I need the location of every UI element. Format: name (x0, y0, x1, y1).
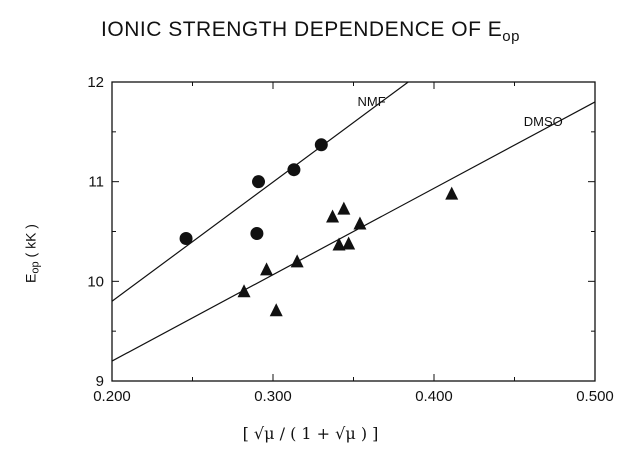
dmso-fit-line (111, 101, 596, 362)
nmf-fit-line (111, 81, 409, 302)
x-tick-label: 0.400 (415, 388, 453, 405)
x-tick-label: 0.300 (254, 388, 292, 405)
dmso-data-point (353, 216, 367, 230)
dmso-data-point (290, 254, 304, 268)
dmso-data-point (337, 201, 351, 215)
dmso-data-point (269, 303, 283, 317)
chart-title: IONIC STRENGTH DEPENDENCE OF Eop (0, 18, 621, 45)
dmso-data-point (332, 237, 346, 251)
dmso-data-point (342, 236, 356, 250)
nmf-data-point (252, 175, 266, 189)
y-tick-label: 12 (87, 74, 104, 91)
chart-title-subscript: op (502, 28, 520, 45)
dmso-data-point (260, 262, 274, 276)
dmso-data-point (237, 284, 251, 298)
x-tick-label: 0.500 (576, 388, 614, 405)
dmso-data-point (445, 186, 459, 200)
y-tick-label: 11 (88, 174, 104, 191)
nmf-series-label: NMF (358, 94, 386, 109)
nmf-data-point (287, 163, 301, 177)
dmso-series-label: DMSO (524, 114, 563, 129)
x-tick-label: 0.200 (93, 388, 131, 405)
chart-title-main: IONIC STRENGTH DEPENDENCE OF E (101, 18, 503, 41)
y-tick-label: 10 (87, 273, 104, 290)
y-tick-label: 9 (96, 373, 104, 390)
nmf-data-point (179, 231, 193, 245)
x-axis-label: [ √μ / ( 1 + √μ ) ] (242, 424, 379, 443)
dmso-data-point (326, 209, 340, 223)
nmf-data-point (314, 138, 328, 152)
nmf-data-point (250, 226, 264, 240)
